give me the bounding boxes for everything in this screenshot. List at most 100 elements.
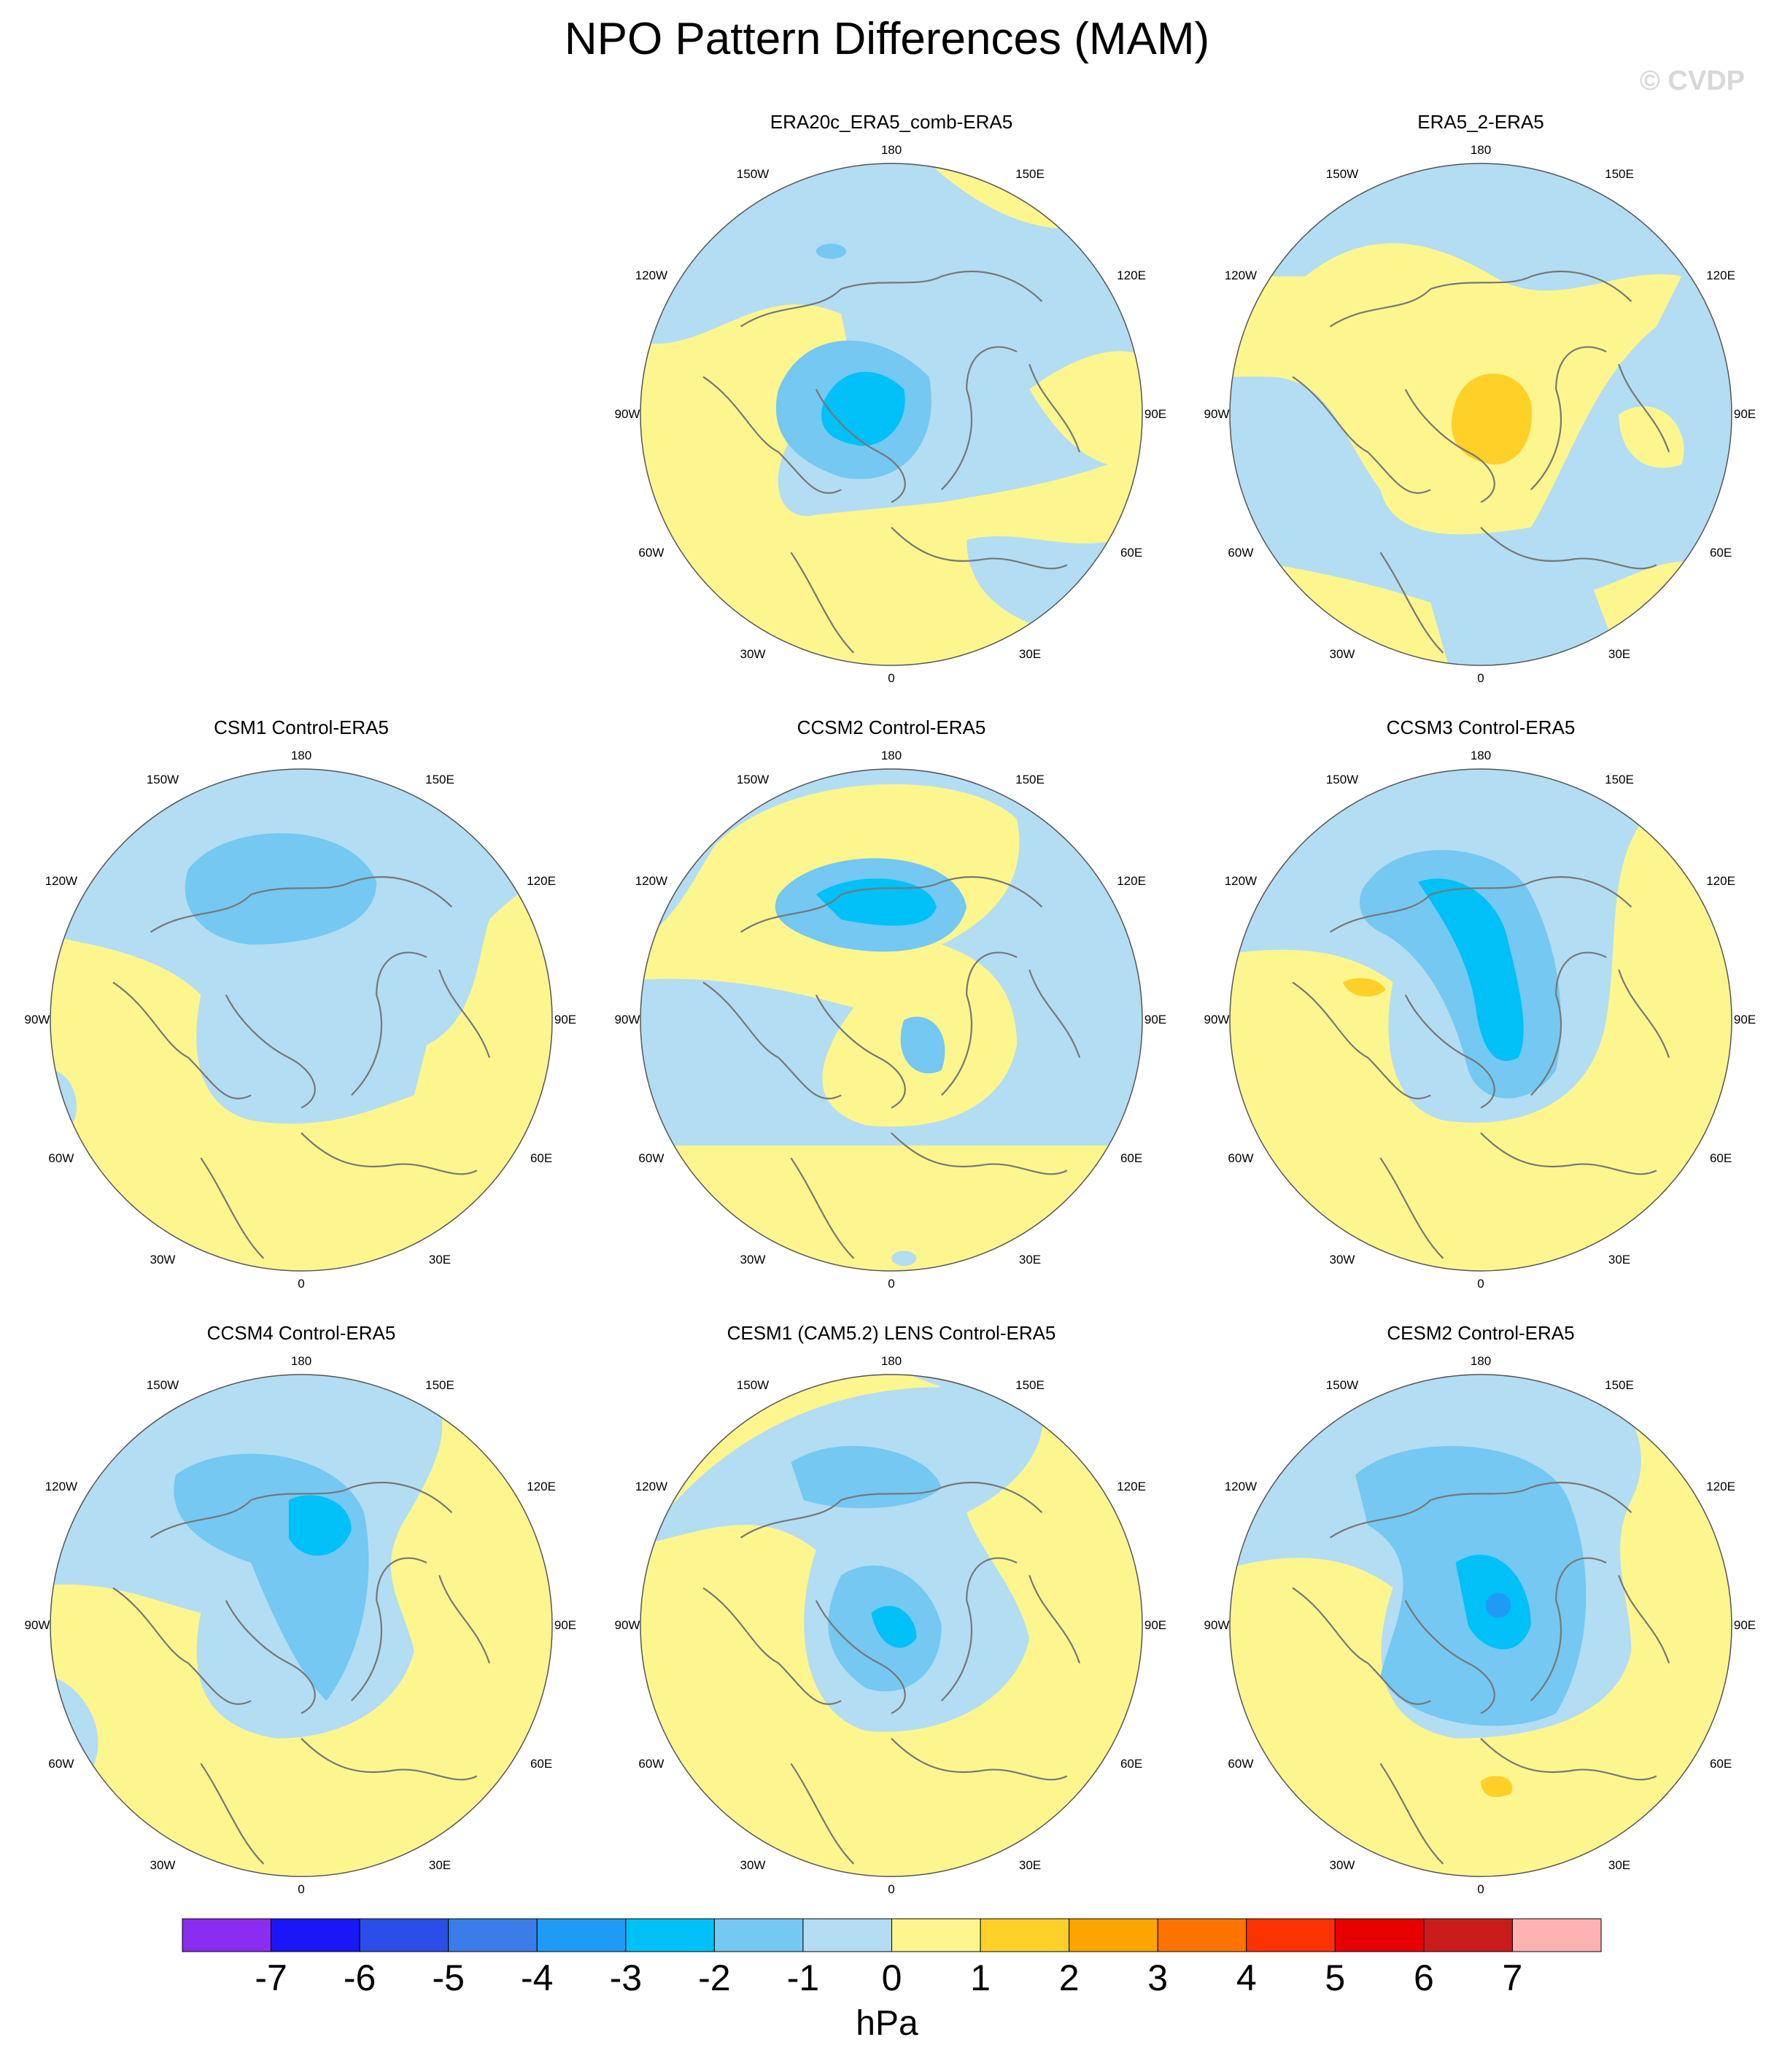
- colorbar-tick-label: -2: [698, 1957, 731, 1998]
- coastline: [301, 1738, 478, 1781]
- lon-label: 60W: [48, 1151, 74, 1165]
- coastline: [815, 389, 906, 503]
- colorbar-swatch: [980, 1918, 1070, 1952]
- colorbar-tick-label: -1: [786, 1957, 820, 1998]
- lon-label: 30E: [1018, 647, 1042, 662]
- coastline: [1292, 981, 1431, 1099]
- lon-label: 120W: [44, 874, 78, 888]
- colorbar-swatch: [536, 1918, 627, 1952]
- colorbar-tick-label: -5: [432, 1957, 465, 1998]
- lon-label: 150W: [736, 1377, 770, 1392]
- watermark: © CVDP: [1639, 66, 1745, 96]
- polar-map: [640, 163, 1143, 666]
- coastline: [815, 1600, 906, 1715]
- coastline: [1379, 1763, 1444, 1865]
- lon-label: 90E: [1733, 407, 1756, 421]
- map-border: [1229, 163, 1732, 666]
- lon-label: 90E: [1144, 407, 1167, 421]
- coastline: [1530, 951, 1607, 1096]
- lon-label: 90W: [1204, 407, 1230, 421]
- panel-title: CCSM4 Control-ERA5: [206, 1322, 396, 1344]
- coastline: [1029, 969, 1081, 1058]
- map-border: [1229, 1374, 1732, 1877]
- contour-region: [50, 1375, 552, 1876]
- coastline: [1404, 1600, 1495, 1715]
- lon-label: 60W: [48, 1757, 74, 1771]
- lon-label: 30W: [1329, 647, 1355, 662]
- lon-label: 150W: [736, 772, 770, 786]
- lon-label: 30E: [1608, 1858, 1631, 1873]
- colorbar-tick-label: 7: [1502, 1957, 1523, 1998]
- colorbar-tick-label: 0: [881, 1957, 902, 1998]
- coastline: [225, 994, 316, 1109]
- lon-label: 120W: [1224, 1480, 1258, 1493]
- contour-region: [1029, 351, 1142, 468]
- lon-label: 90W: [24, 1013, 50, 1027]
- lon-label: 120W: [635, 874, 668, 888]
- lon-label: 180: [880, 749, 902, 762]
- coastline: [200, 1157, 265, 1259]
- lon-label: 30W: [150, 1253, 176, 1267]
- lon-label: 60W: [638, 1757, 665, 1771]
- lon-label: 60W: [1228, 1757, 1254, 1771]
- colorbar-tick-label: -7: [255, 1957, 287, 1998]
- lon-label: 30W: [1329, 1858, 1355, 1873]
- coastline: [225, 1600, 316, 1715]
- lon-label: 0: [1477, 671, 1484, 685]
- lon-label: 150W: [1325, 166, 1359, 181]
- lon-label: 150W: [146, 1377, 179, 1392]
- lon-label: 90E: [554, 1618, 577, 1632]
- panel-title: CCSM2 Control-ERA5: [797, 716, 986, 738]
- lon-label: 120E: [1117, 268, 1146, 282]
- panel-title: ERA20c_ERA5_comb-ERA5: [770, 111, 1013, 133]
- colorbar-tick-label: 5: [1325, 1957, 1346, 1998]
- lon-label: 150E: [425, 1377, 454, 1392]
- coastline: [200, 1763, 265, 1865]
- lon-label: 150W: [736, 166, 770, 181]
- lon-label: 150E: [1015, 772, 1045, 786]
- polar-map: [1229, 163, 1732, 666]
- lon-label: 0: [298, 1277, 305, 1291]
- coastline: [1480, 1132, 1657, 1175]
- lon-label: 30W: [740, 647, 766, 662]
- coastline: [1029, 363, 1081, 452]
- lon-label: 60E: [1709, 546, 1732, 560]
- coastline: [740, 876, 1043, 933]
- coastline: [1530, 1557, 1607, 1701]
- coastline: [1530, 346, 1607, 490]
- contour-region: [1506, 183, 1565, 219]
- coastline: [1379, 1157, 1444, 1259]
- colorbar-tick-label: -3: [609, 1957, 643, 1998]
- lon-label: 90E: [1733, 1618, 1756, 1632]
- lon-label: 120W: [1224, 268, 1258, 282]
- lon-label: 120W: [44, 1480, 78, 1493]
- polar-map: [640, 768, 1143, 1272]
- coastline: [1618, 969, 1670, 1058]
- lon-label: 90W: [614, 1618, 640, 1632]
- colorbar-swatch: [1511, 1918, 1602, 1952]
- contour-region: [1418, 878, 1524, 1062]
- coastline: [790, 1157, 855, 1259]
- lon-label: 90E: [554, 1013, 577, 1027]
- polar-map: [50, 1374, 553, 1877]
- contour-region: [816, 878, 937, 926]
- contour-region: [1485, 1593, 1511, 1618]
- lon-label: 150E: [1605, 166, 1634, 181]
- contour-region: [1230, 1375, 1732, 1876]
- lon-label: 150W: [1325, 1377, 1359, 1392]
- colorbar-tick-label: 2: [1058, 1957, 1080, 1998]
- coastline: [301, 1132, 478, 1175]
- contour-region: [891, 1250, 917, 1267]
- polar-map: [640, 1374, 1143, 1877]
- lon-label: 60W: [1228, 546, 1254, 560]
- lon-label: 90W: [24, 1618, 50, 1632]
- lon-label: 120W: [635, 268, 668, 282]
- lon-label: 90W: [614, 407, 640, 421]
- contour-region: [1230, 819, 1732, 1271]
- lon-label: 180: [290, 1354, 312, 1368]
- coastline: [112, 1587, 252, 1705]
- lon-label: 60W: [638, 1151, 665, 1165]
- coastline: [1329, 271, 1632, 328]
- contour-region: [1342, 978, 1386, 997]
